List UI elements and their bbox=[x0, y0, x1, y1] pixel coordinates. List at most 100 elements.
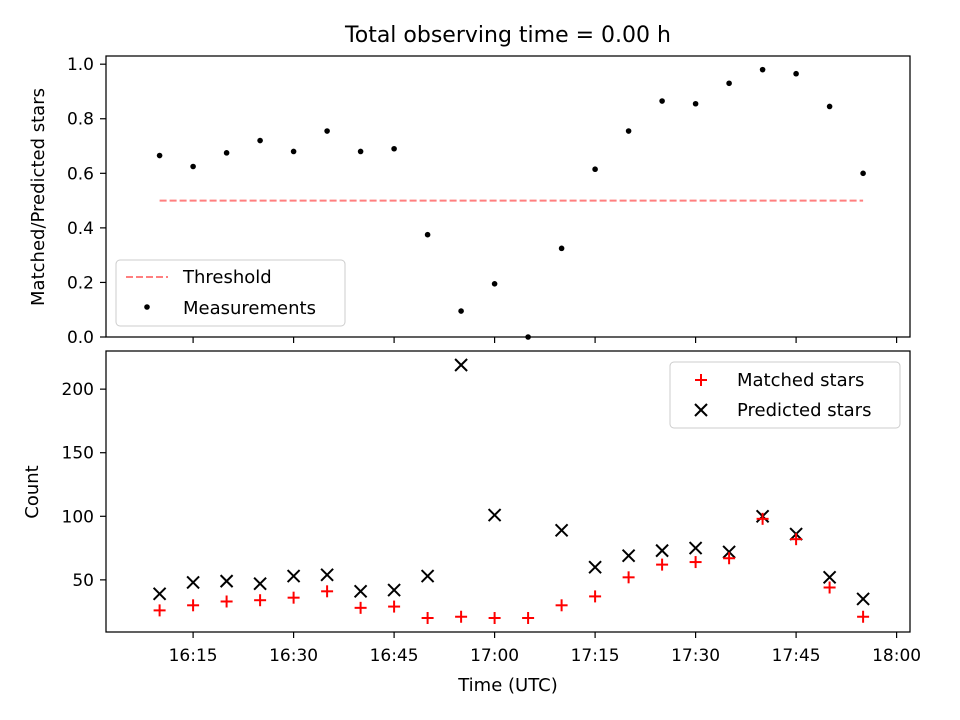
measurement-point bbox=[391, 145, 397, 152]
predicted-point bbox=[688, 541, 703, 555]
matched-point bbox=[723, 552, 736, 565]
bottom-x-tick-label: 16:45 bbox=[370, 646, 419, 666]
matched-point bbox=[522, 612, 535, 625]
matched-point bbox=[622, 571, 635, 584]
predicted-point bbox=[722, 545, 736, 559]
top-plot-area bbox=[156, 66, 866, 340]
matched-point bbox=[656, 558, 669, 571]
predicted-point bbox=[152, 587, 167, 601]
bottom-plot-area bbox=[152, 358, 870, 625]
measurement-point bbox=[793, 70, 799, 77]
measurement-point bbox=[156, 152, 163, 159]
predicted-point bbox=[286, 569, 301, 583]
bottom-y-tick-label: 150 bbox=[62, 444, 94, 464]
measurement-point bbox=[223, 150, 230, 156]
matched-legend-label: Matched stars bbox=[737, 370, 864, 391]
predicted-point bbox=[856, 592, 870, 606]
measurement-point bbox=[826, 103, 833, 110]
predicted-point bbox=[320, 568, 334, 582]
measurement-point bbox=[424, 231, 431, 238]
matched-point bbox=[689, 556, 702, 569]
top-chart-title: Total observing time = 0.00 h bbox=[344, 23, 671, 48]
bottom-x-tick-label: 17:45 bbox=[772, 646, 821, 666]
matched-point bbox=[421, 612, 434, 625]
predicted-point bbox=[621, 549, 636, 563]
bottom-x-tick-label: 16:15 bbox=[169, 646, 218, 666]
predicted-point bbox=[655, 543, 669, 558]
matched-point bbox=[287, 591, 300, 604]
top-legend-box bbox=[115, 259, 346, 327]
bottom-x-tick-label: 17:15 bbox=[571, 646, 620, 666]
measurement-point bbox=[558, 245, 565, 252]
top-x-ticks bbox=[192, 337, 898, 343]
matched-point bbox=[153, 604, 166, 617]
measurement-point bbox=[625, 128, 632, 134]
predicted-point bbox=[822, 570, 837, 585]
bottom-axes-frame bbox=[105, 350, 911, 633]
measurement-point bbox=[692, 100, 699, 107]
top-y-axis-label: Matched/Predicted stars bbox=[28, 88, 49, 306]
top-legend: Threshold Measurements bbox=[115, 259, 346, 327]
top-y-tick-label: 0.2 bbox=[67, 273, 94, 293]
matched-legend-swatch bbox=[695, 374, 707, 386]
top-y-tick-label: 0.0 bbox=[67, 328, 94, 348]
matched-point bbox=[756, 512, 769, 525]
matched-point bbox=[321, 585, 334, 598]
predicted-point bbox=[353, 584, 368, 599]
measurement-point bbox=[357, 148, 364, 155]
bottom-x-tick-label: 16:30 bbox=[269, 646, 318, 666]
measurements-legend-label: Measurements bbox=[183, 298, 316, 319]
top-y-ticks: 0.0 0.2 0.4 0.6 0.8 1.0 bbox=[67, 55, 106, 348]
measurement-point bbox=[290, 148, 297, 155]
matched-point bbox=[388, 600, 401, 613]
bottom-x-tick-label: 18:00 bbox=[872, 646, 921, 666]
predicted-legend-label: Predicted stars bbox=[737, 400, 871, 421]
measurement-point bbox=[860, 170, 866, 177]
measurement-point bbox=[592, 166, 598, 173]
matched-point bbox=[254, 594, 267, 607]
measurement-point bbox=[659, 98, 665, 104]
bottom-y-axis-label: Count bbox=[22, 465, 43, 518]
top-axes-frame bbox=[105, 55, 911, 338]
predicted-point bbox=[387, 583, 401, 597]
bottom-legend-box bbox=[669, 361, 901, 429]
measurement-point bbox=[759, 66, 766, 73]
bottom-x-tick-label: 17:30 bbox=[671, 646, 720, 666]
predicted-point bbox=[253, 576, 267, 591]
threshold-legend-label: Threshold bbox=[182, 267, 272, 288]
measurement-point bbox=[726, 80, 732, 87]
matched-point bbox=[555, 599, 568, 612]
predicted-legend-swatch bbox=[694, 403, 708, 417]
bottom-y-ticks: 50 100 150 200 bbox=[62, 380, 106, 591]
matched-point bbox=[187, 599, 200, 612]
top-y-tick-label: 1.0 bbox=[67, 55, 94, 75]
matched-point bbox=[790, 533, 803, 546]
predicted-point bbox=[454, 358, 468, 372]
bottom-x-tick-label: 17:00 bbox=[470, 646, 519, 666]
matched-point bbox=[857, 610, 870, 623]
predicted-point bbox=[487, 508, 502, 522]
bottom-y-tick-label: 100 bbox=[62, 507, 94, 527]
top-y-tick-label: 0.6 bbox=[67, 164, 94, 184]
measurement-point bbox=[190, 163, 196, 170]
bottom-legend: Matched stars Predicted stars bbox=[669, 361, 901, 429]
matched-point bbox=[220, 595, 233, 608]
measurement-point bbox=[324, 128, 330, 134]
predicted-point bbox=[588, 560, 602, 574]
measurement-point bbox=[257, 137, 263, 144]
bottom-x-ticks: 16:15 16:30 16:45 17:00 17:15 17:30 17:45 18:00 bbox=[169, 632, 921, 666]
predicted-point bbox=[554, 523, 569, 537]
top-y-tick-label: 0.4 bbox=[67, 219, 94, 239]
matched-point bbox=[823, 581, 836, 594]
bottom-y-tick-label: 50 bbox=[72, 571, 94, 591]
matched-point bbox=[455, 610, 468, 623]
matched-point bbox=[354, 601, 367, 614]
top-y-tick-label: 0.8 bbox=[67, 110, 94, 130]
bottom-y-tick-label: 200 bbox=[62, 380, 94, 400]
measurement-point bbox=[491, 281, 498, 287]
bottom-x-axis-label: Time (UTC) bbox=[457, 675, 558, 696]
predicted-point bbox=[420, 569, 435, 583]
matched-point bbox=[589, 590, 602, 603]
